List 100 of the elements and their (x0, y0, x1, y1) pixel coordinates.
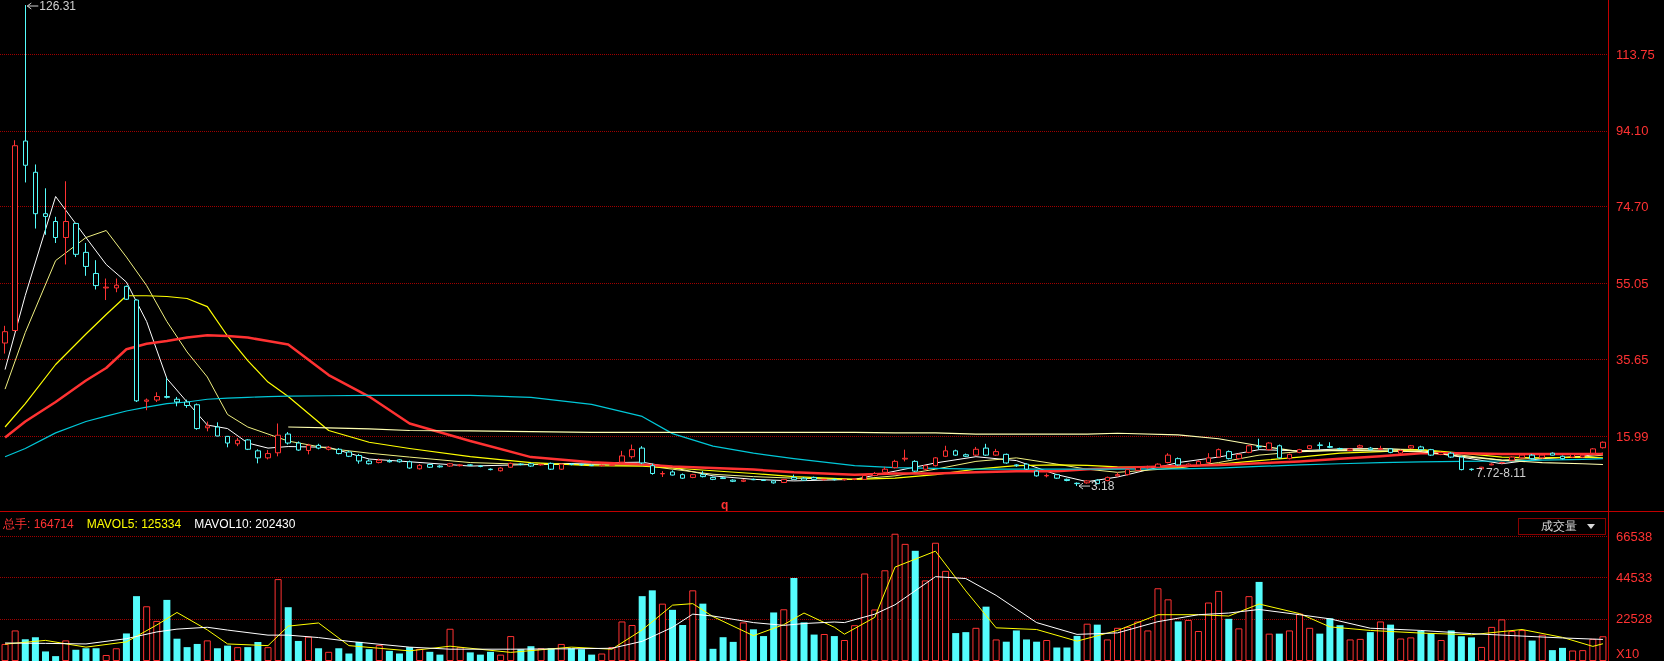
text: MAVOL5: 125334 (86, 517, 182, 531)
candlestick (1357, 444, 1363, 449)
y-tick-label: 22528 (1616, 611, 1653, 627)
candlestick (1014, 463, 1019, 468)
candlestick (1024, 462, 1029, 471)
candlestick (387, 458, 392, 464)
annotation: 3.18 (1091, 479, 1115, 494)
candlestick (144, 397, 149, 411)
candlestick (700, 470, 706, 478)
candlestick (255, 448, 261, 464)
y-tick-label: 55.05 (1616, 275, 1649, 291)
line-series (3, 333, 1605, 476)
candlestick (1236, 453, 1242, 460)
candlestick (1145, 465, 1151, 470)
candlestick (1317, 441, 1323, 451)
candlestick (1539, 453, 1545, 460)
candlestick (518, 462, 524, 466)
dropdown-field: 成交量 (1518, 518, 1606, 535)
candlestick (2, 325, 8, 355)
annotation: q (721, 498, 729, 512)
candlestick (478, 464, 483, 468)
candlestick (1388, 447, 1393, 454)
candlestick (306, 443, 311, 455)
candlestick (114, 278, 119, 293)
candlestick (12, 139, 18, 332)
y-tick-label: 113.75 (1616, 46, 1655, 62)
candlestick (1277, 444, 1282, 460)
candlestick (528, 462, 534, 468)
candlestick (1509, 455, 1515, 462)
candlestick (923, 464, 928, 471)
candlestick (93, 259, 99, 290)
candlestick (376, 458, 382, 464)
candlestick (124, 285, 129, 301)
candlestick (33, 163, 38, 230)
candlestick (336, 447, 342, 455)
candlestick (559, 463, 564, 471)
candlestick (1448, 451, 1454, 459)
candlestick (1226, 449, 1232, 460)
candlestick (1347, 447, 1353, 452)
candlestick (1459, 455, 1464, 471)
candlestick (134, 298, 139, 403)
y-tick-label: 44533 (1616, 570, 1653, 586)
candlestick (437, 464, 443, 469)
candlestick (1590, 447, 1596, 455)
candlestick (619, 450, 625, 464)
candlestick (670, 469, 675, 476)
annotation: 成交量 (1541, 519, 1577, 533)
candlestick (771, 479, 776, 485)
candlestick (1034, 469, 1039, 478)
candlestick (346, 450, 352, 458)
candlestick (356, 453, 362, 465)
candlestick (1408, 444, 1414, 450)
candlestick (933, 456, 938, 467)
candlestick (184, 399, 190, 409)
candlestick (1175, 456, 1181, 467)
candlestick (174, 396, 180, 407)
candlestick (912, 459, 918, 473)
candlestick (1003, 453, 1009, 465)
candlestick (579, 463, 584, 467)
candlestick (265, 449, 271, 460)
candlestick (1266, 441, 1272, 451)
candlestick (235, 437, 240, 447)
annotation: 7.72-8.11 (1476, 466, 1527, 480)
candlestick (902, 449, 908, 462)
candlestick (1469, 467, 1474, 472)
candlestick (1216, 447, 1221, 459)
candlestick (63, 180, 69, 265)
candlestick (43, 187, 48, 236)
candlestick (1186, 462, 1191, 467)
candlestick (963, 453, 969, 458)
candlestick (225, 435, 230, 448)
candlestick (720, 476, 726, 480)
candlestick (730, 478, 736, 483)
candlestick (1327, 441, 1333, 449)
candlestick (892, 459, 898, 469)
candlestick (852, 478, 857, 481)
candlestick (710, 476, 716, 481)
y-tick-label: 66538 (1616, 528, 1653, 544)
candlestick (761, 478, 766, 482)
candlestick (164, 377, 170, 399)
candlestick (1489, 462, 1494, 466)
candlestick (1529, 453, 1535, 460)
candlestick (548, 462, 554, 471)
candlestick (205, 421, 210, 432)
candlestick (1084, 479, 1090, 485)
candlestick (801, 476, 807, 482)
y-tick-label: 94.10 (1616, 123, 1649, 139)
text: MAVOL10: 202430 (194, 517, 296, 531)
candlestick (569, 462, 574, 466)
candlestick (457, 463, 463, 467)
candlestick (1519, 453, 1525, 460)
candlestick (1368, 446, 1373, 451)
candlestick (1418, 445, 1424, 451)
candlestick (609, 463, 615, 467)
candlestick (680, 473, 685, 480)
y-tick-label: X10 (1616, 645, 1640, 661)
candlestick (508, 462, 513, 469)
candlestick (1196, 459, 1201, 467)
candlestick (791, 474, 797, 481)
candlestick (1054, 473, 1060, 480)
